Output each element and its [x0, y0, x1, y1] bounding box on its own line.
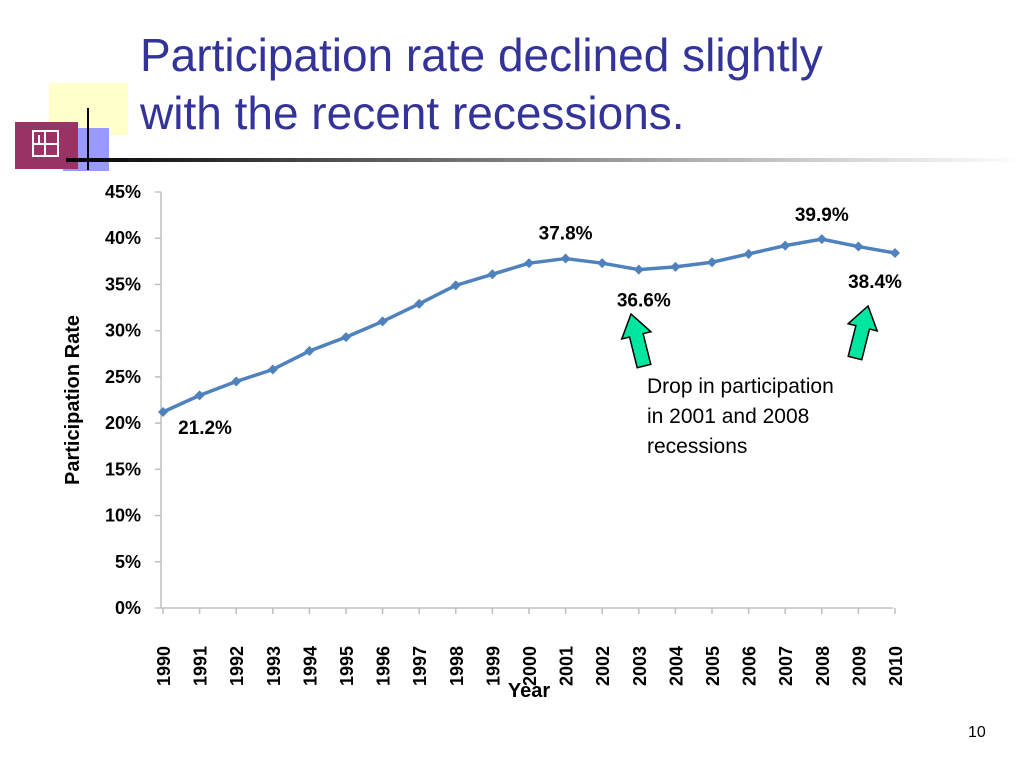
x-tick-label: 2009: [849, 646, 869, 686]
data-point: [450, 280, 461, 291]
x-tick-label: 1999: [483, 646, 503, 686]
y-tick-label: 20%: [105, 413, 141, 433]
page-number: 10: [968, 724, 986, 741]
title-underline: [66, 158, 1024, 162]
recession-arrow-icon: [846, 304, 879, 361]
x-tick-label: 1997: [410, 646, 430, 686]
x-tick-label: 1990: [154, 646, 174, 686]
data-point: [231, 376, 242, 387]
grid-logo-icon: [32, 130, 59, 157]
x-tick-label: 1993: [264, 646, 284, 686]
x-axis-title: Year: [508, 680, 550, 702]
x-tick-label: 1998: [447, 646, 467, 686]
annotation-text-line: recessions: [647, 435, 747, 458]
data-label: 36.6%: [617, 291, 671, 312]
x-tick-label: 1991: [191, 646, 211, 686]
data-point: [560, 253, 571, 264]
data-point: [890, 248, 900, 259]
x-tick-label: 1992: [227, 646, 247, 686]
data-point: [524, 258, 534, 269]
x-tick-label: 1995: [337, 646, 357, 686]
annotation-text-line: Drop in participation: [647, 375, 834, 398]
x-tick-label: 2007: [776, 646, 796, 686]
slide-title-line-1: Participation rate declined slightly: [140, 29, 823, 81]
data-point: [487, 269, 498, 280]
x-tick-label: 2000: [520, 646, 540, 686]
x-tick-label: 1996: [374, 646, 394, 686]
data-point: [377, 316, 388, 327]
y-tick-label: 0%: [115, 598, 141, 618]
data-point: [267, 364, 278, 375]
y-tick-label: 10%: [105, 506, 141, 526]
data-point: [414, 298, 425, 309]
data-point: [816, 234, 827, 245]
data-point: [853, 241, 864, 252]
y-tick-label: 25%: [105, 367, 141, 387]
recession-arrow-icon: [620, 312, 653, 369]
x-tick-label: 2005: [703, 646, 723, 686]
data-label: 38.4%: [848, 272, 902, 293]
annotation-text-line: in 2001 and 2008: [647, 405, 809, 428]
y-tick-label: 30%: [105, 321, 141, 341]
data-label: 37.8%: [539, 224, 593, 245]
y-tick-label: 45%: [105, 182, 141, 202]
data-label: 21.2%: [178, 418, 232, 439]
data-point: [633, 264, 644, 275]
data-point: [304, 346, 315, 357]
x-tick-label: 2010: [886, 646, 906, 686]
y-tick-label: 15%: [105, 459, 141, 479]
x-tick-label: 2001: [557, 646, 577, 686]
data-point: [158, 407, 168, 418]
y-tick-label: 5%: [115, 552, 141, 572]
y-axis-title: Participation Rate: [62, 315, 84, 485]
data-point: [597, 258, 608, 269]
x-tick-label: 2006: [740, 646, 760, 686]
decor-vertical-line: [87, 108, 89, 170]
slide-title-line-2: with the recent recessions.: [140, 87, 685, 139]
data-point: [341, 332, 351, 343]
y-tick-label: 40%: [105, 228, 141, 248]
x-tick-label: 2004: [666, 646, 686, 686]
x-tick-label: 1994: [300, 646, 320, 686]
data-point: [780, 240, 791, 251]
data-point: [194, 390, 205, 401]
x-tick-label: 2003: [630, 646, 650, 686]
slide-title: Participation rate declined slightly wit…: [140, 26, 1000, 142]
data-point: [670, 261, 681, 272]
data-label: 39.9%: [795, 205, 849, 226]
x-tick-label: 2002: [593, 646, 613, 686]
y-tick-label: 35%: [105, 274, 141, 294]
data-point: [743, 248, 754, 259]
x-tick-label: 2008: [813, 646, 833, 686]
data-point: [707, 257, 717, 268]
